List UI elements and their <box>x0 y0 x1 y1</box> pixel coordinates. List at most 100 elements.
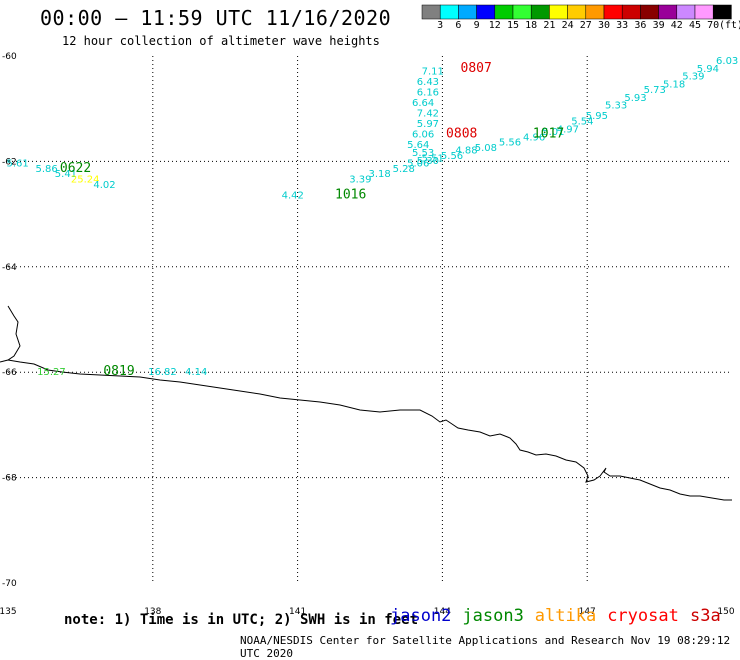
swh-value-label: 15.27 <box>37 367 66 378</box>
lon-tick-label: 150 <box>717 607 734 617</box>
colorbar-tick-label: 15 <box>506 20 520 31</box>
swh-value-label: 5.39 <box>682 72 704 83</box>
swh-value-label: 5.54 <box>571 117 593 128</box>
swh-value-label: 25.24 <box>71 174 100 185</box>
satellite-legend-item: jason3 <box>462 606 524 626</box>
satellite-legend-item: s3a <box>690 606 721 626</box>
swh-value-label: 5.33 <box>605 101 627 112</box>
swh-value-label: 5.06 <box>407 159 429 170</box>
colorbar-swatch <box>712 4 732 20</box>
lon-tick-label: 141 <box>289 607 306 617</box>
swh-value-label: 5.56 <box>441 151 463 162</box>
colorbar-tick-label: 39 <box>652 20 665 31</box>
swh-value-label: 5.18 <box>663 80 685 91</box>
colorbar-swatch <box>530 4 550 20</box>
colorbar-swatch <box>585 4 605 20</box>
colorbar-unit: (ft) <box>719 20 740 31</box>
colorbar-tick-label: 27 <box>579 20 592 31</box>
lat-tick-label: -62 <box>2 157 17 167</box>
lon-tick-label: 144 <box>434 607 451 617</box>
colorbar-swatch <box>694 4 714 20</box>
lat-tick-label: -70 <box>2 579 17 589</box>
map-subtitle: 12 hour collection of altimeter wave hei… <box>62 34 380 48</box>
swh-value-label: 5.51 <box>422 153 444 164</box>
swh-value-label: 4.14 <box>185 367 207 378</box>
swh-value-label: 7.42 <box>417 109 439 120</box>
swh-value-label: 5.30 <box>417 156 439 167</box>
pass-time-label: 1016 <box>335 187 366 202</box>
colorbar-swatch <box>658 4 678 20</box>
footer-note: note: 1) Time is in UTC; 2) SWH is in fe… <box>64 612 419 628</box>
swh-value-label: 5.94 <box>697 64 719 75</box>
colorbar-swatch <box>549 4 568 20</box>
coastline <box>0 305 732 501</box>
pass-time-label: 0807 <box>461 61 492 76</box>
swh-value-label: 5.73 <box>644 85 666 96</box>
lat-tick-label: -64 <box>2 263 17 273</box>
colorbar-swatch <box>512 4 532 20</box>
colorbar-swatch <box>476 4 496 20</box>
map-title: 00:00 – 11:59 UTC 11/16/2020 <box>40 6 392 30</box>
swh-value-label: 5.28 <box>393 164 415 175</box>
footer-credit: NOAA/NESDIS Center for Satellite Applica… <box>240 634 731 660</box>
pass-time-label: 0622 <box>60 161 91 176</box>
colorbar-swatch <box>458 4 477 20</box>
colorbar-tick-label: 30 <box>597 20 611 31</box>
colorbar-swatch <box>621 4 641 20</box>
swh-value-label: 5.41 <box>55 169 77 180</box>
swh-value-label: 5.08 <box>475 143 497 154</box>
colorbar-tick-label: 12 <box>488 20 501 31</box>
satellite-legend-item: altika <box>534 606 597 626</box>
pass-time-label: 1017 <box>533 127 564 142</box>
swh-value-label: 4.97 <box>557 124 579 135</box>
swh-value-label: 5.86 <box>35 164 57 175</box>
swh-value-label: 7.11 <box>422 66 444 77</box>
lat-tick-label: -60 <box>2 52 17 62</box>
plot-area <box>8 56 732 583</box>
colorbar-swatch <box>494 4 514 20</box>
swh-value-label: 3.39 <box>349 174 371 185</box>
colorbar-swatch <box>421 4 441 20</box>
swh-value-label: 4.96 <box>523 132 545 143</box>
satellite-legend-item: cryosat <box>607 606 679 626</box>
colorbar-tick-label: 9 <box>473 20 480 31</box>
swh-value-label: 6.06 <box>412 130 434 141</box>
swh-value-label: 6.16 <box>417 88 439 99</box>
swh-value-label: 6.64 <box>412 98 434 109</box>
colorbar-swatch <box>603 4 623 20</box>
colorbar-tick-label: 70 <box>707 20 720 31</box>
lon-tick-label: 147 <box>579 607 596 617</box>
swh-value-label: 3.18 <box>369 169 391 180</box>
swh-value-label: 4.42 <box>282 190 304 201</box>
swh-value-label: 5.95 <box>586 111 608 122</box>
swh-value-label: 5.01 <box>542 127 564 138</box>
colorbar-swatch <box>567 4 587 20</box>
swh-value-label: 4.88 <box>455 145 477 156</box>
colorbar-tick-label: 42 <box>670 20 683 31</box>
swh-value-label: 16.82 <box>148 367 177 378</box>
colorbar-swatch <box>439 4 459 20</box>
swh-value-label: 6.03 <box>716 56 738 67</box>
colorbar-tick-label: 24 <box>561 20 574 31</box>
satellite-legend-item: jason2 <box>390 606 452 626</box>
colorbar-swatch <box>676 4 696 20</box>
swh-value-label: 5.93 <box>624 93 646 104</box>
colorbar-tick-label: 18 <box>525 20 538 31</box>
colorbar-tick-label: 3 <box>437 20 444 31</box>
lat-tick-label: -66 <box>2 368 17 378</box>
lon-tick-label: 138 <box>144 607 161 617</box>
lon-tick-label: 135 <box>0 607 17 617</box>
swh-value-label: 5.61 <box>7 159 29 170</box>
pass-time-label: 0808 <box>446 127 477 142</box>
colorbar-tick-label: 36 <box>634 20 647 31</box>
swh-value-label: 4.02 <box>93 180 115 191</box>
colorbar-tick-label: 33 <box>616 20 629 31</box>
swh-value-label: 5.56 <box>499 138 521 149</box>
colorbar-tick-label: 6 <box>455 20 462 31</box>
swh-value-label: 5.64 <box>407 140 429 151</box>
swh-value-label: 6.43 <box>417 77 439 88</box>
pass-time-label: 0819 <box>103 364 134 379</box>
swh-value-label: 5.97 <box>417 119 439 130</box>
swh-value-label: 5.53 <box>412 148 434 159</box>
